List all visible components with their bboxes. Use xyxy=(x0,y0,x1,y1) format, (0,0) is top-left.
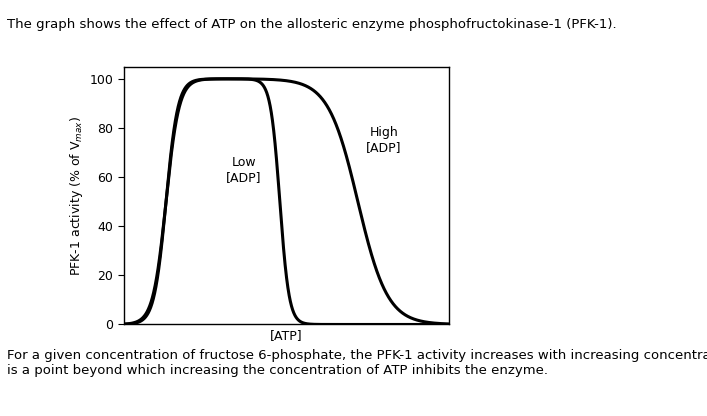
Y-axis label: PFK-1 activity (% of V$_{max}$): PFK-1 activity (% of V$_{max}$) xyxy=(69,116,86,275)
Text: The graph shows the effect of ATP on the allosteric enzyme phosphofructokinase-1: The graph shows the effect of ATP on the… xyxy=(7,18,617,31)
Text: Low
[ADP]: Low [ADP] xyxy=(226,156,262,184)
X-axis label: [ATP]: [ATP] xyxy=(270,329,303,342)
Text: High
[ADP]: High [ADP] xyxy=(366,126,402,154)
Text: For a given concentration of fructose 6-phosphate, the PFK-1 activity increases : For a given concentration of fructose 6-… xyxy=(7,349,707,376)
